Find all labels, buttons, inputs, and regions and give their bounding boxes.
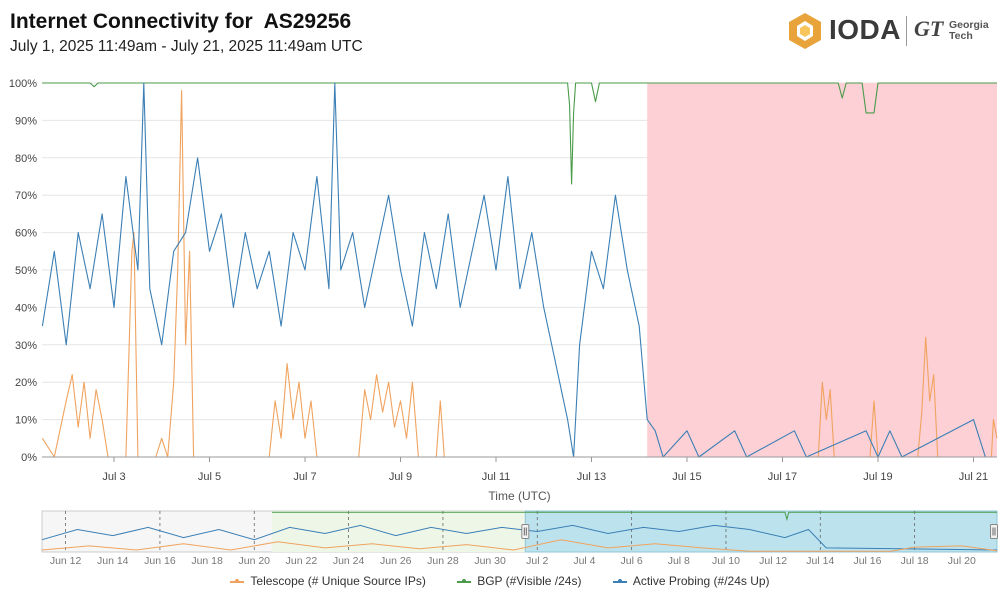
ioda-hexagon-icon xyxy=(789,13,821,49)
ioda-logo[interactable]: IODA GT Georgia Tech xyxy=(786,12,996,52)
time-range-navigator[interactable]: Jun 12 Jun 14 Jun 16 Jun 18 Jun 20 Jun 22 Jun … xyxy=(41,510,998,567)
drag-handle-icon xyxy=(521,524,530,539)
ioda-logo-text: IODA xyxy=(829,14,901,45)
y-tick-label: 60% xyxy=(15,228,37,240)
navigator-tick-label: Jun 22 xyxy=(286,555,318,567)
legend-swatch-telescope xyxy=(230,578,245,583)
navigator-tick-label: Jul 16 xyxy=(853,555,881,567)
navigator-tick-label: Jun 30 xyxy=(474,555,506,567)
navigator-tick-label: Jun 24 xyxy=(333,555,365,567)
navigator-tick-label: Jul 6 xyxy=(621,555,643,567)
outage-region xyxy=(647,83,997,457)
bgp-series-line xyxy=(42,82,997,185)
x-tick-label: Jul 13 xyxy=(577,471,606,483)
x-tick-label: Jul 17 xyxy=(768,471,797,483)
navigator-tick-label: Jul 18 xyxy=(901,555,929,567)
navigator-tick-label: Jul 20 xyxy=(948,555,976,567)
chart-subtitle: July 1, 2025 11:49am - July 21, 2025 11:… xyxy=(10,38,363,55)
navigator-tick-label: Jun 18 xyxy=(191,555,223,567)
y-tick-label: 40% xyxy=(15,302,37,314)
navigator-tick-label: Jul 4 xyxy=(573,555,595,567)
x-axis-tick-labels: Jul 3 Jul 5 Jul 7 Jul 9 Jul 11 Jul 13 Jul 15 Ju… xyxy=(102,457,988,483)
x-tick-label: Jul 3 xyxy=(102,471,125,483)
drag-handle-icon xyxy=(990,524,998,539)
navigator-tick-label: Jun 20 xyxy=(238,555,270,567)
x-tick-label: Jul 11 xyxy=(482,471,511,483)
active-probing-series-line xyxy=(41,82,997,458)
y-tick-label: 50% xyxy=(15,265,37,277)
y-tick-label: 90% xyxy=(15,115,37,127)
y-tick-label: 70% xyxy=(15,190,37,202)
y-tick-label: 30% xyxy=(15,340,37,352)
navigator-tick-label: Jul 12 xyxy=(759,555,787,567)
navigator-tick-label: Jul 14 xyxy=(806,555,834,567)
legend-item-bgp[interactable]: BGP (#Visible /24s) xyxy=(457,574,581,588)
navigator-selected-range xyxy=(524,510,998,553)
x-tick-label: Jul 21 xyxy=(959,471,988,483)
y-tick-label: 0% xyxy=(21,452,37,464)
y-tick-label: 80% xyxy=(15,153,37,165)
legend-swatch-active-probing xyxy=(612,578,627,583)
logo-divider xyxy=(906,16,907,46)
x-tick-label: Jul 19 xyxy=(863,471,892,483)
x-axis-title: Time (UTC) xyxy=(488,489,550,503)
navigator-tick-label: Jun 14 xyxy=(97,555,129,567)
chart-title: Internet Connectivity for AS29256 xyxy=(10,10,352,33)
x-tick-label: Jul 7 xyxy=(293,471,316,483)
chart-legend: Telescope (# Unique Source IPs) BGP (#Vi… xyxy=(0,574,1000,588)
legend-item-active-probing[interactable]: Active Probing (#/24s Up) xyxy=(612,574,770,588)
legend-label-telescope: Telescope (# Unique Source IPs) xyxy=(250,574,426,588)
navigator-active-probing-line xyxy=(41,524,998,551)
navigator-tick-label: Jun 16 xyxy=(144,555,176,567)
navigator-tick-label: Jun 12 xyxy=(50,555,82,567)
x-tick-label: Jul 5 xyxy=(198,471,221,483)
navigator-telescope-line xyxy=(41,539,998,552)
georgia-tech-text-line1: Georgia xyxy=(949,19,989,31)
y-tick-label: 100% xyxy=(9,78,37,90)
georgia-tech-gt-mark: GT xyxy=(914,16,944,41)
x-tick-label: Jul 9 xyxy=(389,471,412,483)
navigator-tick-label: Jul 8 xyxy=(668,555,690,567)
navigator-tick-label: Jun 26 xyxy=(380,555,412,567)
legend-swatch-bgp xyxy=(457,578,472,583)
navigator-left-handle[interactable] xyxy=(521,524,530,539)
legend-label-active-probing: Active Probing (#/24s Up) xyxy=(632,574,770,588)
legend-item-telescope[interactable]: Telescope (# Unique Source IPs) xyxy=(230,574,426,588)
y-tick-label: 20% xyxy=(15,377,37,389)
navigator-tick-label: Jul 10 xyxy=(712,555,740,567)
y-axis-tick-labels: 0% 10% 20% 30% 40% 50% 60% 70% 80% 90% 100% xyxy=(9,78,37,464)
navigator-bgp-line xyxy=(272,511,997,522)
georgia-tech-text-line2: Tech xyxy=(949,30,973,42)
navigator-tick-label: Jul 2 xyxy=(526,555,548,567)
navigator-right-handle[interactable] xyxy=(990,524,998,539)
legend-label-bgp: BGP (#Visible /24s) xyxy=(477,574,582,588)
y-tick-label: 10% xyxy=(15,415,37,427)
navigator-tick-label: Jun 28 xyxy=(427,555,459,567)
x-tick-label: Jul 15 xyxy=(672,471,701,483)
